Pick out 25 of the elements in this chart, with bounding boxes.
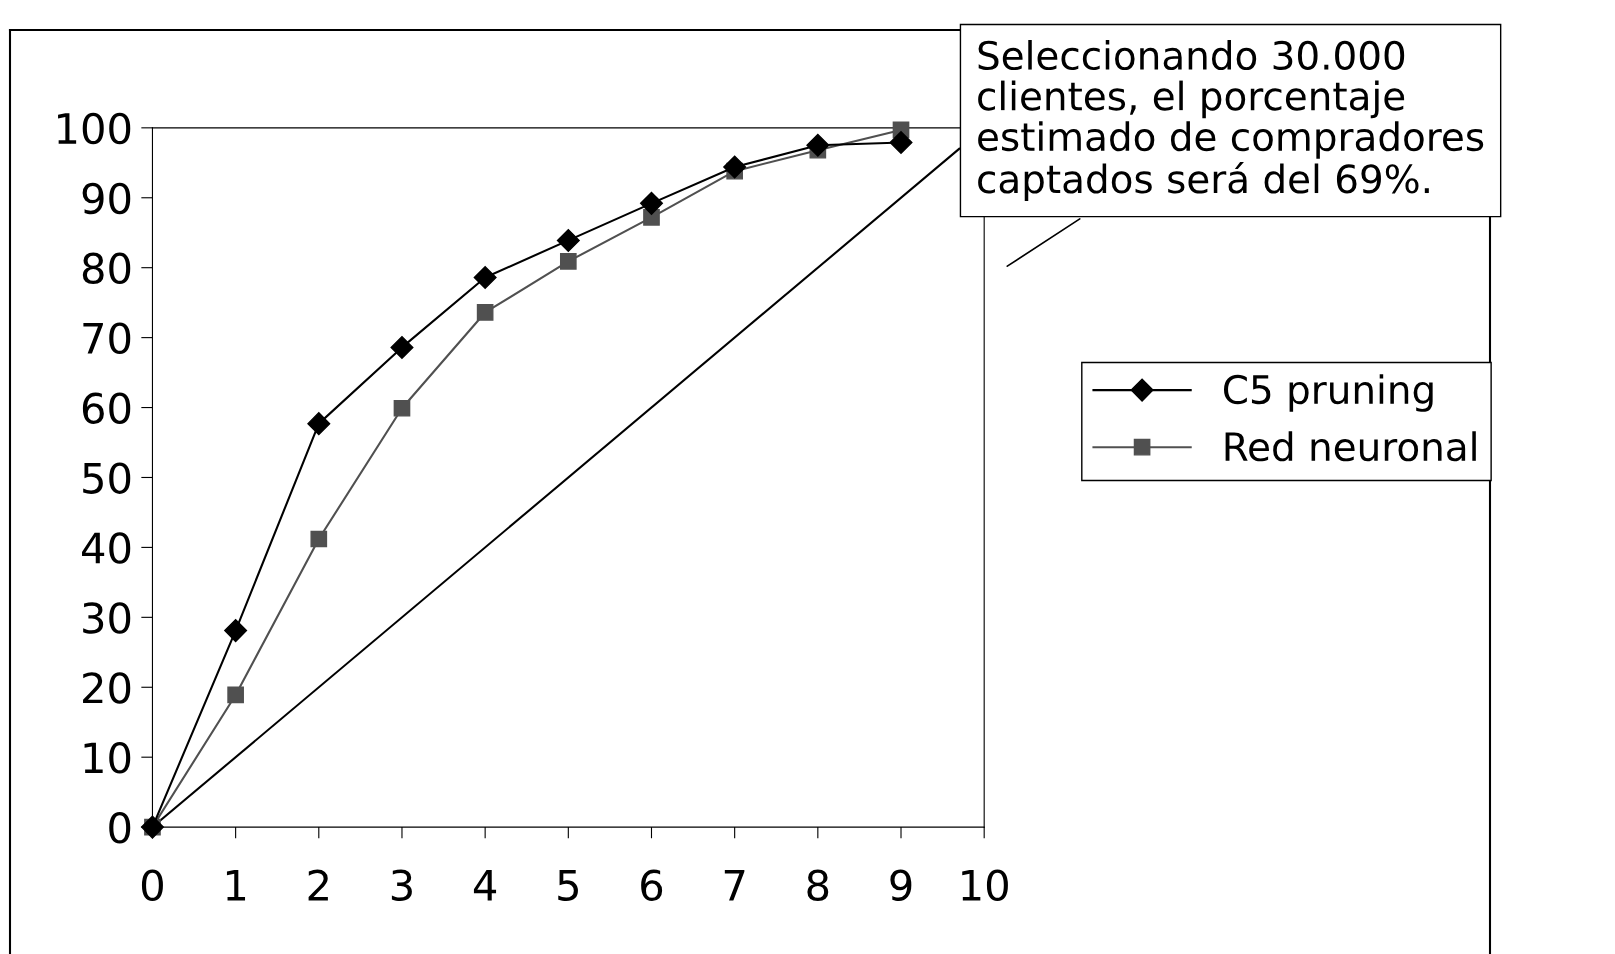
y-tick-label: 0 [109, 812, 131, 844]
x-tick-label: 3 [391, 869, 412, 902]
y-tick-label: 40 [82, 532, 131, 564]
y-tick-label: 50 [83, 462, 131, 494]
y-tick-label: 20 [83, 672, 131, 704]
x-tick-label: 8 [807, 869, 829, 902]
x-tick-label: 5 [558, 870, 578, 902]
x-tick-label: 9 [890, 869, 912, 902]
x-tick-label: 1 [226, 870, 246, 901]
y-tick-label: 90 [82, 182, 131, 215]
y-tick-label: 30 [83, 602, 131, 634]
x-tick-label: 10 [962, 869, 1008, 902]
legend-label: Red neuronal [1225, 431, 1476, 462]
x-tick-label: 4 [473, 870, 497, 901]
x-tick-label: 7 [724, 870, 745, 901]
x-tick-label: 6 [641, 869, 663, 902]
legend-label: C5 pruning [1223, 374, 1433, 412]
y-tick-label: 100 [58, 112, 131, 145]
y-tick-label: 70 [83, 322, 131, 355]
y-tick-label: 60 [82, 392, 131, 424]
x-tick-label: 2 [308, 869, 328, 901]
y-tick-label: 10 [84, 742, 131, 774]
x-tick-label: 0 [141, 869, 163, 902]
annotation: Seleccionando 30.000 clientes, el porcentaje estimado de compradores captados será del 69%. [978, 40, 1484, 202]
y-tick-label: 80 [82, 252, 131, 285]
